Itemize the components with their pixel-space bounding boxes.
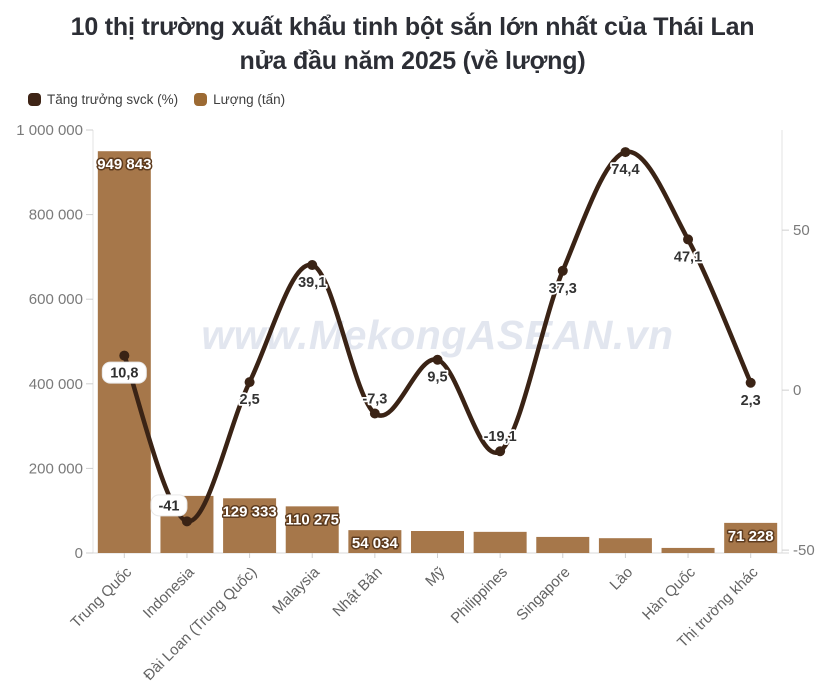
right-axis-label: 50: [793, 222, 810, 239]
line-point: [369, 408, 380, 419]
line-value-label: 74,4: [611, 162, 639, 178]
line-point: [181, 516, 192, 527]
line-point: [495, 446, 506, 457]
line-point: [683, 234, 694, 245]
left-axis-label: 1 000 000: [16, 122, 83, 139]
left-axis-label: 800 000: [29, 207, 83, 224]
legend-item-volume: Lượng (tấn): [194, 92, 285, 107]
line-point: [119, 350, 130, 361]
line-value-label: 37,3: [549, 281, 577, 297]
growth-series-swatch-icon: [28, 93, 41, 106]
right-axis-label: 0: [793, 382, 801, 399]
line-value-label: 47,1: [674, 249, 702, 265]
line-value-label: 10,8: [110, 366, 138, 382]
growth-line: [122, 149, 753, 524]
bar: [536, 536, 590, 553]
x-axis-label: Malaysia: [269, 563, 323, 617]
chart-canvas: 0 200 000 400 000 600 000 800 000 1 000 000 -5…: [16, 122, 815, 684]
line-value-label: -41: [158, 498, 179, 514]
left-axis-label: 400 000: [29, 376, 83, 393]
left-axis-label: 600 000: [29, 291, 83, 308]
bar-value-label: 110 275: [286, 511, 339, 528]
line-point: [432, 354, 443, 365]
bar-value-label: 71 228: [728, 528, 774, 545]
bar: [598, 538, 652, 553]
bar: [411, 531, 464, 553]
chart-legend: Tăng trưởng svck (%) Lượng (tấn): [28, 92, 285, 107]
line-value-label: 2,3: [741, 393, 761, 409]
x-axis-label: Trung Quốc: [68, 563, 136, 631]
x-axis-label: Nhật Bản: [329, 564, 385, 620]
line-point: [745, 377, 756, 388]
x-axis-label: Singapore: [513, 564, 573, 624]
x-axis-label: Indonesia: [140, 563, 198, 621]
line-value-label: -7,3: [362, 391, 387, 407]
bar: [223, 498, 277, 553]
left-axis-label: 200 000: [29, 460, 83, 477]
bar-value-label: 54 034: [352, 535, 399, 552]
line-point: [244, 377, 255, 388]
legend-label-volume: Lượng (tấn): [213, 92, 286, 107]
x-axis-label: Đài Loan (Trung Quốc): [140, 564, 260, 684]
bar: [348, 530, 402, 553]
line-value-label: 39,1: [298, 275, 326, 291]
line-point: [620, 147, 631, 158]
bar: [473, 531, 527, 553]
line-value-label: 2,5: [240, 392, 260, 408]
line-point: [307, 260, 318, 271]
line-point: [557, 265, 568, 276]
left-axis-label: 0: [75, 545, 83, 562]
legend-item-growth: Tăng trưởng svck (%): [28, 92, 178, 107]
bar-value-label: 129 333: [222, 503, 276, 520]
x-axis-label: Mỹ: [422, 563, 449, 590]
bar: [661, 547, 715, 553]
x-axis-label: Hàn Quốc: [639, 563, 699, 623]
line-label-pill: [101, 361, 147, 384]
volume-series-swatch-icon: [194, 93, 208, 106]
line-label-pill: [150, 494, 188, 517]
chart-title-line2: nửa đầu năm 2025 (về lượng): [239, 47, 586, 75]
bar-value-label: 949 843: [97, 156, 151, 173]
line-value-label: 9,5: [427, 370, 447, 386]
chart-title-line1: 10 thị trường xuất khẩu tinh bột sắn lớn…: [70, 13, 755, 41]
x-axis-label: Philippines: [448, 564, 511, 627]
line-value-label: -19,1: [484, 429, 517, 445]
chart-title: 10 thị trường xuất khẩu tinh bột sắn lớn…: [20, 10, 805, 78]
bar: [285, 506, 339, 553]
bar: [724, 522, 778, 553]
chart-area: www.MekongASEAN.vn 0 200 000 400 000 600 00…: [0, 115, 825, 687]
legend-label-growth: Tăng trưởng svck (%): [47, 92, 179, 107]
x-axis-label: Lào: [607, 564, 637, 594]
right-axis-label: -50: [793, 542, 815, 559]
